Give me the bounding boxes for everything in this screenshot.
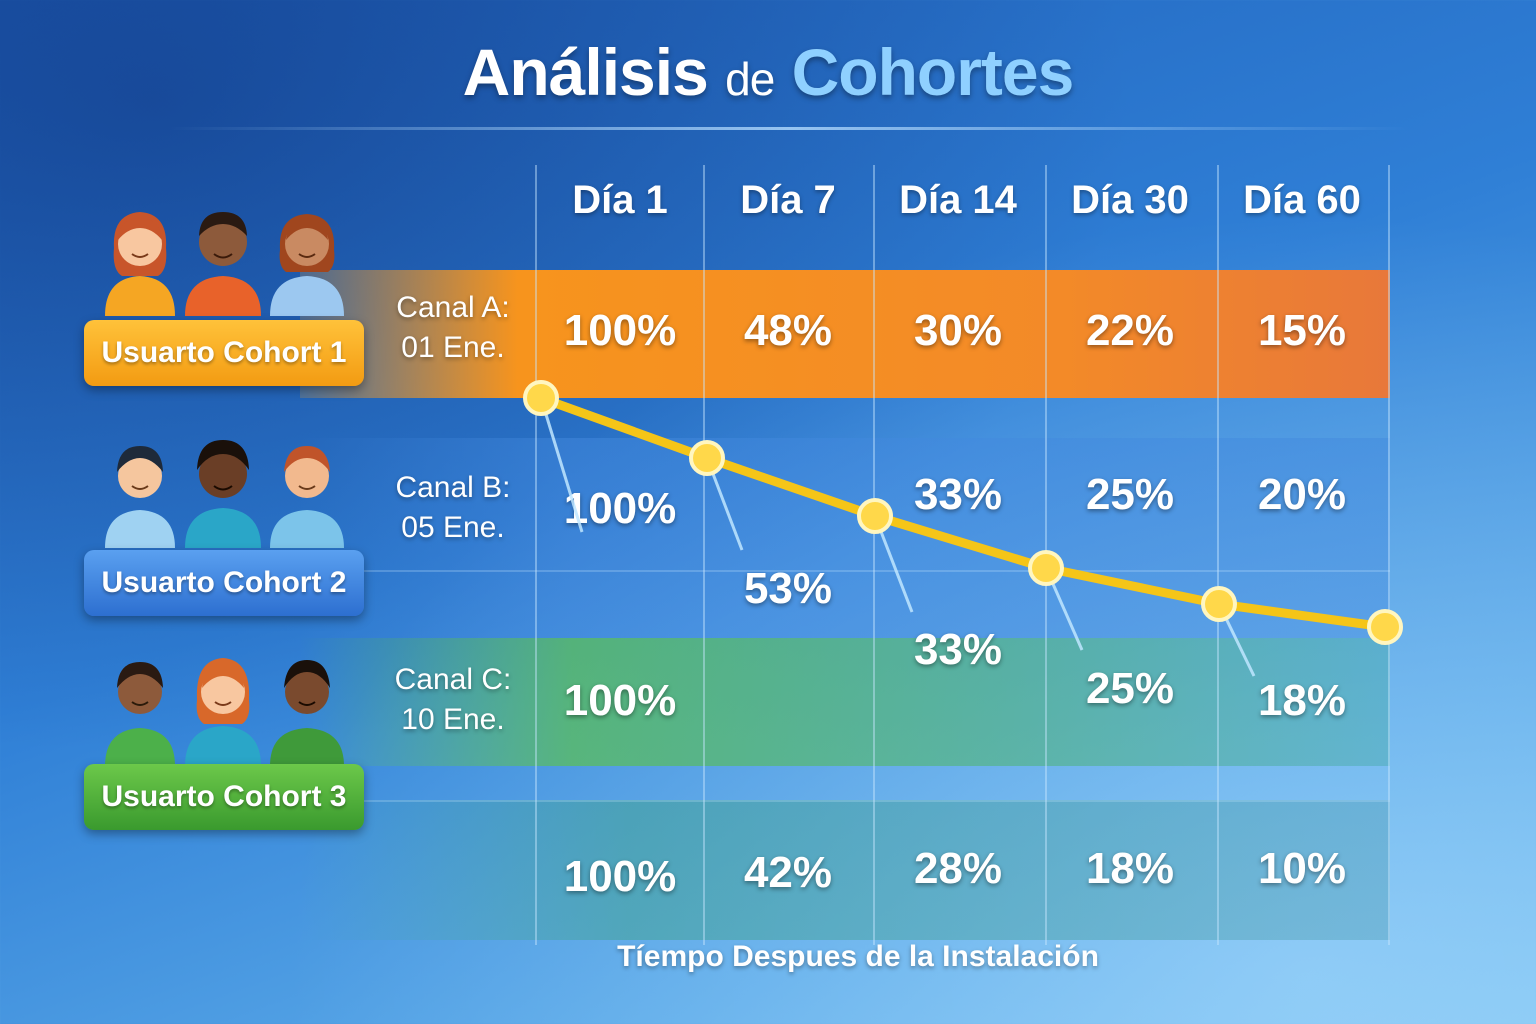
column-header-day-60: Día 60 (1243, 178, 1361, 222)
cohort-2-tag: Usuarto Cohort 2 (84, 550, 364, 616)
grid-line (535, 165, 537, 945)
row2-day14-value: 33% (913, 470, 1003, 519)
summary-band (300, 800, 1390, 940)
row2-day30-value: 25% (1085, 470, 1175, 519)
trend-point (1028, 550, 1064, 586)
cohort-1-people-icon (105, 212, 344, 316)
row1-day60-value: 15% (1257, 306, 1347, 355)
trend-point (689, 440, 725, 476)
row1-day7-value: 48% (743, 306, 833, 355)
row4-day1-value: 100% (563, 852, 677, 901)
row2b-day30-value: 25% (1085, 664, 1175, 713)
row1-day30-value: 22% (1085, 306, 1175, 355)
row3-day1-value: 100% (563, 676, 677, 725)
cohort-2-people-icon (105, 440, 344, 548)
row-separator (300, 570, 1390, 572)
title-part-1: Análisis (462, 35, 709, 109)
title-part-2: de (725, 53, 775, 105)
row1-day14-value: 30% (913, 306, 1003, 355)
channel-name: Canal C: (394, 663, 512, 696)
cohort-1-channel: Canal A: 01 Ene. (378, 288, 528, 368)
trend-point (523, 380, 559, 416)
cohort-3-channel: Canal C: 10 Ene. (378, 660, 528, 740)
title-part-3: Cohortes (791, 35, 1075, 109)
row2b-day60-value: 18% (1257, 676, 1347, 725)
row2-day60-value: 20% (1257, 470, 1347, 519)
grid-line (873, 165, 875, 945)
cohort-1-tag: Usuarto Cohort 1 (84, 320, 364, 386)
grid-line (1217, 165, 1219, 945)
trend-point (1367, 609, 1403, 645)
channel-name: Canal A: (396, 291, 510, 324)
chart-title: Análisis de Cohortes (0, 34, 1536, 110)
channel-date: 05 Ene. (401, 511, 505, 544)
row4-day30-value: 18% (1085, 844, 1175, 893)
column-header-day-1: Día 1 (572, 178, 668, 222)
row4-day60-value: 10% (1257, 844, 1347, 893)
channel-name: Canal B: (395, 471, 511, 504)
cohort-1-band (300, 270, 1390, 398)
row1-day1-value: 100% (563, 306, 677, 355)
row2b-day14-value: 33% (913, 625, 1003, 674)
row4-day14-value: 28% (913, 844, 1003, 893)
row-separator (300, 800, 1390, 802)
trend-point (1201, 586, 1237, 622)
channel-date: 10 Ene. (401, 703, 505, 736)
grid-line (1388, 165, 1390, 945)
trend-connector (539, 397, 584, 533)
cohort-2-channel: Canal B: 05 Ene. (378, 468, 528, 548)
grid-line (703, 165, 705, 945)
column-header-day-14: Día 14 (899, 178, 1017, 222)
trend-point (857, 498, 893, 534)
channel-date: 01 Ene. (401, 331, 505, 364)
row2-day1-value: 100% (563, 484, 677, 533)
cohort-3-tag: Usuarto Cohort 3 (84, 764, 364, 830)
cohort-3-band (300, 638, 1390, 766)
cohort-3-people-icon (105, 658, 344, 766)
row4-day7-value: 42% (743, 848, 833, 897)
column-header-day-30: Día 30 (1071, 178, 1189, 222)
trend-line (539, 393, 1386, 632)
row2b-day7-value: 53% (743, 564, 833, 613)
column-header-day-7: Día 7 (740, 178, 836, 222)
title-divider (170, 127, 1410, 130)
x-axis-label: Tíempo Despues de la Instalación (617, 940, 1099, 973)
